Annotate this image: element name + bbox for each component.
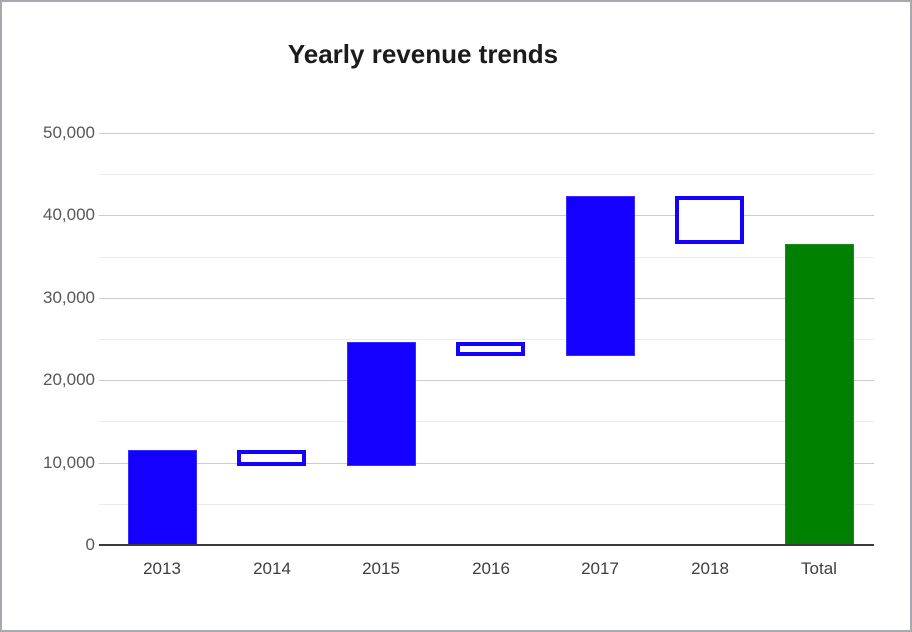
- gridline-minor: [99, 257, 874, 258]
- gridline-major: [99, 463, 874, 464]
- y-tick-label: 10,000: [43, 453, 95, 472]
- y-tick-label: 0: [85, 535, 95, 554]
- bar-2018[interactable]: [675, 196, 744, 244]
- chart-title: Yearly revenue trends: [287, 39, 559, 69]
- x-category-label: 2017: [581, 559, 619, 578]
- y-tick-label: 40,000: [43, 205, 95, 224]
- bar-total[interactable]: [785, 244, 854, 545]
- gridline-major: [99, 133, 874, 134]
- x-axis-line: [99, 544, 874, 546]
- gridline-minor: [99, 421, 874, 422]
- gridline-minor: [99, 339, 874, 340]
- x-category-label: Total: [801, 559, 837, 578]
- gridline-major: [99, 215, 874, 216]
- x-category-label: 2013: [143, 559, 181, 578]
- bar-2014[interactable]: [237, 450, 306, 466]
- x-category-label: 2018: [691, 559, 729, 578]
- gridline-major: [99, 380, 874, 381]
- gridline-major: [99, 298, 874, 299]
- y-tick-label: 20,000: [43, 370, 95, 389]
- x-category-label: 2015: [362, 559, 400, 578]
- bar-2013[interactable]: [128, 450, 197, 545]
- x-category-label: 2014: [253, 559, 291, 578]
- bar-2016[interactable]: [456, 342, 525, 356]
- bar-2017[interactable]: [566, 196, 635, 356]
- x-category-label: 2016: [472, 559, 510, 578]
- gridline-minor: [99, 504, 874, 505]
- y-tick-label: 50,000: [43, 123, 95, 142]
- gridline-minor: [99, 174, 874, 175]
- y-tick-label: 30,000: [43, 288, 95, 307]
- bar-2015[interactable]: [347, 342, 416, 466]
